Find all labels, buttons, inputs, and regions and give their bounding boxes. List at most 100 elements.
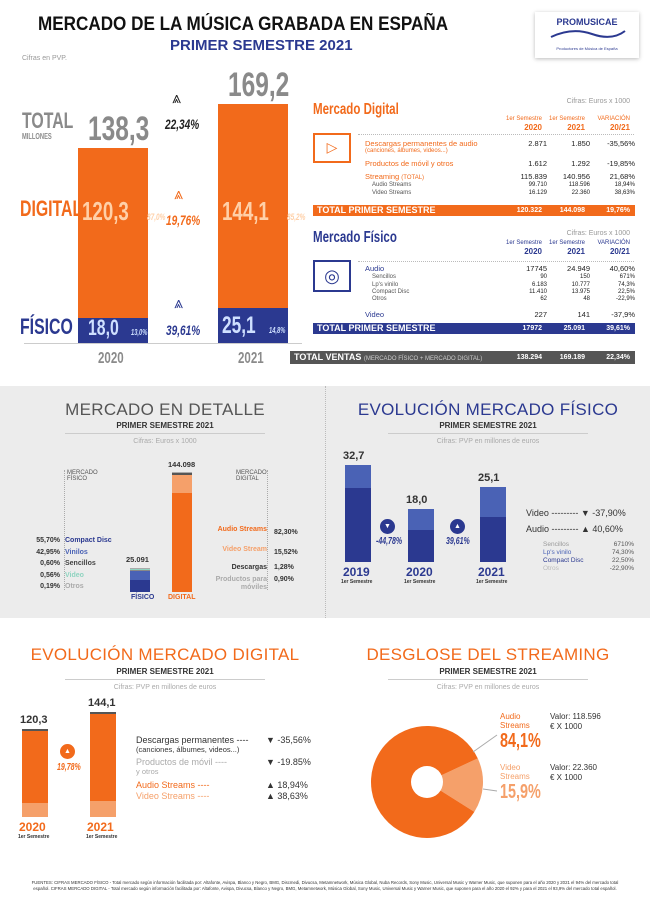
page-title: MERCADO DE LA MÚSICA GRABADA EN ESPAÑA: [38, 14, 449, 35]
digital-breakdown-label: Productos para móviles: [215, 576, 267, 591]
streaming-note: Cifras: PVP en millones de euros: [436, 684, 540, 691]
audio-breakdown-pct: 22,50%: [611, 557, 634, 564]
table-row: Lp's vinilo 6.183 10.777 74,3%: [372, 282, 635, 288]
bar-video-segment: [22, 803, 48, 817]
stack-segment-descargas: [172, 473, 192, 475]
fisico-2020-value: 18,0 13,0%: [88, 315, 148, 340]
fisico-breakdown-pct: 42,95%: [36, 548, 60, 556]
digital-table-title: Mercado Digital: [313, 101, 399, 118]
fisico-breakdown-label: Compact Disc: [65, 537, 112, 544]
legend-item: Descargas permanentes ----: [136, 735, 249, 745]
evol-digital-title: EVOLUCIÓN MERCADO DIGITAL: [30, 645, 300, 664]
year-label: 2021: [478, 565, 505, 579]
digital-variation: 19,76%: [166, 212, 201, 228]
audio-breakdown-label: Sencillos: [543, 541, 570, 548]
fisico-table-note: Cifras: Euros x 1000: [566, 230, 630, 237]
promusicae-logo: PROMUSICAE Productores de Música de Espa…: [535, 12, 639, 58]
audio-breakdown-label: Otros: [543, 565, 559, 572]
table-row: Descargas permanentes de audio (canciones…: [365, 139, 635, 154]
streaming-subtitle: PRIMER SEMESTRE 2021: [439, 667, 537, 676]
fisico-2021-value: 25,1 14,8%: [222, 312, 286, 339]
stack-segment-vinilos: [130, 571, 150, 581]
leader-line: [472, 734, 498, 753]
video-streams-valor: Valor: 22.360 € X 1000: [550, 763, 597, 782]
legend-sub: (canciones, álbumes, videos...): [136, 745, 240, 754]
baseline: [24, 343, 302, 344]
digital-bar-2020: [22, 729, 48, 817]
digital-breakdown-label: Video Stream: [222, 546, 267, 553]
bar-video-segment: [90, 800, 116, 817]
digital-bar-value: 144.098: [168, 460, 196, 469]
digital-category-label: DIGITAL: [168, 594, 196, 601]
table-row: Video 227 141 -37,9%: [365, 310, 635, 319]
legend-pct: ▼ -19.85%: [266, 757, 311, 767]
digital-bar-2020: [78, 147, 148, 318]
fisico-breakdown-label: Video: [65, 571, 84, 579]
up-arrows-icon: ⩓: [174, 186, 184, 203]
fisico-market-label: MERCADO FÍSICO: [64, 470, 98, 590]
bar-value-label: 144,1: [88, 696, 116, 709]
fisico-breakdown-label: Vinilos: [65, 548, 88, 556]
year-2020-label: 2020: [98, 350, 124, 367]
evol-digital-subtitle: PRIMER SEMESTRE 2021: [116, 667, 214, 676]
total-label: TOTAL: [22, 108, 74, 133]
audio-streams-valor: Valor: 118.596 € X 1000: [550, 712, 601, 731]
year-label: 2019: [343, 565, 370, 579]
logo-text: PROMUSICAE: [556, 17, 618, 27]
fisico-breakdown-pct: 0,19%: [40, 583, 60, 590]
digital-breakdown-label: Descargas: [231, 564, 267, 571]
fisico-breakdown-label: Sencillos: [65, 560, 96, 567]
bar-value-label: 32,7: [343, 449, 365, 462]
audio-breakdown-pct: 6710%: [613, 541, 634, 548]
bar-value-label: 18,0: [406, 493, 428, 506]
digital-breakdown-pct: 82,30%: [274, 529, 298, 536]
semester-label: 1er Semestre: [86, 834, 118, 840]
audio-breakdown-pct: -22,90%: [609, 565, 634, 572]
semester-label: 1er Semestre: [476, 579, 508, 585]
total-ventas-bar: TOTAL VENTAS (MERCADO FÍSICO + MERCADO D…: [290, 351, 635, 364]
legend-audio: Audio --------- ▲ 40,60%: [526, 524, 623, 534]
up-arrows-icon: ⩓: [172, 90, 182, 107]
table-row: Compact Disc 11.410 13.975 22,5%: [372, 289, 635, 295]
up-circle-icon: ▲: [60, 744, 75, 759]
stack-segment-video: [130, 568, 150, 571]
table-row: Otros 62 48 -22,9%: [372, 296, 635, 302]
legend-item: Video Streams ----: [136, 791, 210, 801]
bar-top-descargas: [22, 729, 48, 732]
audio-streams-label: Audio Streams: [500, 712, 530, 730]
up-circle-icon: ▲: [450, 519, 465, 534]
vinyl-record-icon: ◎: [313, 260, 351, 292]
year-2021-label: 2021: [238, 350, 264, 367]
fisico-breakdown-pct: 0,60%: [40, 560, 60, 567]
bar-2019-dark: [345, 488, 371, 562]
detalle-note: Cifras: Euros x 1000: [133, 438, 197, 445]
fisico-breakdown-pct: 0,56%: [40, 571, 60, 579]
bar-value-label: 120,3: [20, 714, 48, 727]
streaming-title: DESGLOSE DEL STREAMING: [366, 645, 610, 664]
fisico-breakdown-pct: 55,70%: [36, 537, 60, 544]
year-label: 2020: [406, 565, 433, 579]
digital-2021-value: 144,1 85,2%: [222, 196, 306, 226]
section-divider: [325, 386, 326, 618]
bar-top-descargas: [90, 711, 116, 714]
total-sublabel: MILLONES: [22, 132, 52, 141]
audio-breakdown-label: Lp's vinilo: [543, 549, 572, 556]
digital-label: DIGITAL: [20, 196, 83, 221]
fisico-variation: 39,61%: [166, 322, 201, 338]
total-2020-value: 138,3: [88, 110, 150, 148]
streaming-pie-chart: [371, 726, 498, 838]
leader-line: [482, 788, 498, 792]
bar-2021-dark: [480, 517, 506, 562]
semester-label: 1er Semestre: [18, 834, 50, 840]
stack-segment-sencillos: [130, 570, 150, 572]
table-row: Sencillos 90 150 671%: [372, 274, 635, 280]
digital-breakdown-pct: 15,52%: [274, 549, 298, 556]
evol-fisico-note: Cifras: PVP en millones de euros: [436, 438, 540, 445]
bar-value-label: 25,1: [478, 472, 500, 485]
audio-breakdown-pct: 74,30%: [611, 549, 634, 556]
year-label: 2021: [87, 820, 114, 834]
digital-total-bar: TOTAL PRIMER SEMESTRE 120.322 144.098 19,7…: [313, 205, 635, 216]
up-arrows-icon: ⩓: [174, 295, 184, 312]
fisico-breakdown-label: Otros: [65, 583, 84, 590]
evol-fisico-subtitle: PRIMER SEMESTRE 2021: [439, 421, 537, 430]
